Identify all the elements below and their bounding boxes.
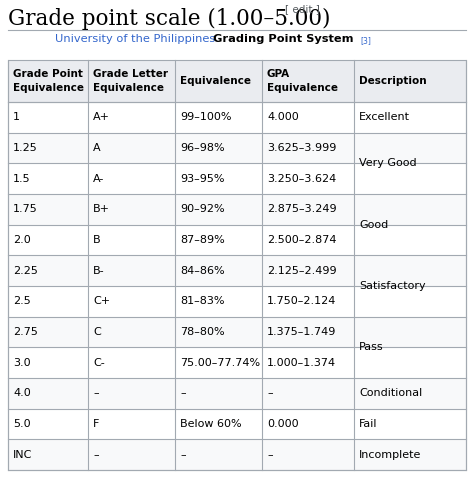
Text: –: – xyxy=(93,388,99,398)
Text: Excellent: Excellent xyxy=(359,112,410,122)
Text: F: F xyxy=(93,419,100,429)
Text: 4.0: 4.0 xyxy=(13,388,31,398)
Text: 81–83%: 81–83% xyxy=(180,296,225,306)
Text: GPA
Equivalence: GPA Equivalence xyxy=(267,69,338,93)
Text: 3.250–3.624: 3.250–3.624 xyxy=(267,174,336,184)
Text: 3.0: 3.0 xyxy=(13,358,31,368)
Text: University of the Philippines: University of the Philippines xyxy=(55,34,215,44)
Text: Grade point scale (1.00–5.00): Grade point scale (1.00–5.00) xyxy=(8,8,330,30)
Text: 2.5: 2.5 xyxy=(13,296,31,306)
Text: Grade Point
Equivalence: Grade Point Equivalence xyxy=(13,69,84,93)
Text: 1.000–1.374: 1.000–1.374 xyxy=(267,358,336,368)
Text: 75.00–77.74%: 75.00–77.74% xyxy=(180,358,260,368)
Text: Incomplete: Incomplete xyxy=(359,450,421,460)
Bar xyxy=(8,225,466,255)
Text: Conditional: Conditional xyxy=(359,388,422,398)
Text: Fail: Fail xyxy=(359,419,377,429)
Text: B+: B+ xyxy=(93,204,110,214)
Bar xyxy=(8,163,466,194)
Text: Very Good: Very Good xyxy=(359,158,417,168)
Text: 87–89%: 87–89% xyxy=(180,235,225,245)
Text: Equivalence: Equivalence xyxy=(180,76,251,86)
Text: Good: Good xyxy=(359,220,388,229)
Text: 1.5: 1.5 xyxy=(13,174,31,184)
Bar xyxy=(8,286,466,316)
Text: –: – xyxy=(267,450,273,460)
Text: A-: A- xyxy=(93,174,104,184)
Text: 84–86%: 84–86% xyxy=(180,266,225,276)
Text: [3]: [3] xyxy=(360,36,371,45)
Text: Satisfactory: Satisfactory xyxy=(359,281,426,291)
Text: 2.500–2.874: 2.500–2.874 xyxy=(267,235,337,245)
Text: 3.625–3.999: 3.625–3.999 xyxy=(267,143,337,153)
Text: B: B xyxy=(93,235,100,245)
Bar xyxy=(8,102,466,133)
Text: 78–80%: 78–80% xyxy=(180,327,225,337)
Text: C-: C- xyxy=(93,358,105,368)
Bar xyxy=(8,133,466,163)
Text: A: A xyxy=(93,143,100,153)
Text: B-: B- xyxy=(93,266,105,276)
Text: –: – xyxy=(180,388,186,398)
Text: 1.25: 1.25 xyxy=(13,143,38,153)
Bar xyxy=(8,378,466,409)
Text: 2.25: 2.25 xyxy=(13,266,38,276)
Text: –: – xyxy=(180,450,186,460)
Text: [ edit ]: [ edit ] xyxy=(285,4,320,14)
Text: 93–95%: 93–95% xyxy=(180,174,225,184)
Text: 2.125–2.499: 2.125–2.499 xyxy=(267,266,337,276)
Text: 5.0: 5.0 xyxy=(13,419,31,429)
Text: 96–98%: 96–98% xyxy=(180,143,225,153)
Text: Grading Point System: Grading Point System xyxy=(209,34,354,44)
Text: 2.75: 2.75 xyxy=(13,327,38,337)
Text: 2.0: 2.0 xyxy=(13,235,31,245)
Text: INC: INC xyxy=(13,450,32,460)
Bar xyxy=(8,60,466,470)
Text: Description: Description xyxy=(359,76,427,86)
Text: 0.000: 0.000 xyxy=(267,419,299,429)
Bar xyxy=(8,255,466,286)
Text: 90–92%: 90–92% xyxy=(180,204,225,214)
Bar xyxy=(8,439,466,470)
Text: 1: 1 xyxy=(13,112,20,122)
Text: C+: C+ xyxy=(93,296,110,306)
Text: A+: A+ xyxy=(93,112,110,122)
Bar xyxy=(8,60,466,102)
Bar xyxy=(8,409,466,439)
Text: 99–100%: 99–100% xyxy=(180,112,231,122)
Text: Grade Letter
Equivalence: Grade Letter Equivalence xyxy=(93,69,168,93)
Text: –: – xyxy=(93,450,99,460)
Text: C: C xyxy=(93,327,101,337)
Text: Below 60%: Below 60% xyxy=(180,419,242,429)
Text: 1.750–2.124: 1.750–2.124 xyxy=(267,296,337,306)
Bar xyxy=(8,348,466,378)
Text: –: – xyxy=(267,388,273,398)
Text: 1.75: 1.75 xyxy=(13,204,38,214)
Text: 2.875–3.249: 2.875–3.249 xyxy=(267,204,337,214)
Bar xyxy=(8,316,466,348)
Text: 4.000: 4.000 xyxy=(267,112,299,122)
Text: 1.375–1.749: 1.375–1.749 xyxy=(267,327,337,337)
Text: Pass: Pass xyxy=(359,342,383,352)
Bar xyxy=(8,194,466,225)
